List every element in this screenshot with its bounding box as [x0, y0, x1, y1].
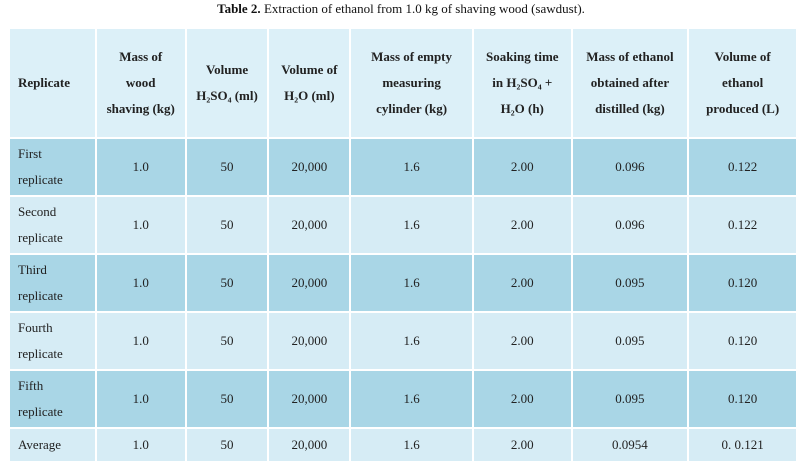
table-cell: 0.095 — [570, 311, 690, 371]
header-cell: Mass of ethanol obtained after distilled… — [570, 27, 690, 139]
table-cell: 50 — [184, 427, 270, 463]
table-cell: 2.00 — [471, 253, 573, 313]
table-cell: 1.6 — [349, 369, 474, 429]
header-cell: Volume of H₂O (ml) — [267, 27, 352, 139]
table-row: Fourth replicate 1.0 50 20,000 1.6 2.00 0.095 0… — [8, 311, 798, 371]
table-cell: 2.00 — [471, 427, 573, 463]
table-cell: 0.122 — [687, 137, 798, 197]
table-cell: 0.096 — [570, 195, 690, 255]
table-cell: 20,000 — [267, 369, 352, 429]
table-cell: 1.6 — [349, 427, 474, 463]
header-row: Replicate Mass of wood shaving (kg) Volume… — [8, 27, 798, 139]
table-cell: 0.0954 — [570, 427, 690, 463]
table-cell: 20,000 — [267, 137, 352, 197]
table-cell: 20,000 — [267, 427, 352, 463]
table-cell: 1.0 — [94, 253, 187, 313]
table-cell: 50 — [184, 369, 270, 429]
row-label: Second replicate — [8, 195, 97, 255]
header-cell: Volume H₂SO₄ (ml) — [184, 27, 270, 139]
data-table: Replicate Mass of wood shaving (kg) Volume… — [8, 27, 798, 463]
row-label: Fifth replicate — [8, 369, 97, 429]
table-cell: 1.6 — [349, 195, 474, 255]
row-label: Average — [8, 427, 97, 463]
table-cell: 20,000 — [267, 253, 352, 313]
table-cell: 1.6 — [349, 311, 474, 371]
table-cell: 20,000 — [267, 311, 352, 371]
table-cell: 0.122 — [687, 195, 798, 255]
table-cell: 0.095 — [570, 253, 690, 313]
table-cell: 50 — [184, 311, 270, 371]
row-label: First replicate — [8, 137, 97, 197]
header-cell: Mass of empty measuring cylinder (kg) — [349, 27, 474, 139]
table-cell: 1.6 — [349, 253, 474, 313]
table-cell: 0.120 — [687, 369, 798, 429]
header-cell: Volume of ethanol produced (L) — [687, 27, 798, 139]
table-row: First replicate 1.0 50 20,000 1.6 2.00 0.096 0.… — [8, 137, 798, 197]
table-cell: 2.00 — [471, 369, 573, 429]
table-cell: 2.00 — [471, 195, 573, 255]
table-cell: 2.00 — [471, 137, 573, 197]
caption: Table 2. Extraction of ethanol from 1.0 … — [0, 1, 802, 17]
row-label: Third replicate — [8, 253, 97, 313]
row-label: Fourth replicate — [8, 311, 97, 371]
table-cell: 1.0 — [94, 195, 187, 255]
table-cell: 50 — [184, 195, 270, 255]
table-cell: 1.0 — [94, 369, 187, 429]
header-cell: Soaking time in H₂SO₄ + H₂O (h) — [471, 27, 573, 139]
caption-text: Extraction of ethanol from 1.0 kg of sha… — [263, 1, 585, 16]
table-row: Average 1.0 50 20,000 1.6 2.00 0.0954 0. 0.121 — [8, 427, 798, 463]
table-cell: 0.120 — [687, 311, 798, 371]
table-cell: 1.0 — [94, 137, 187, 197]
table-cell: 50 — [184, 253, 270, 313]
table-cell: 1.6 — [349, 137, 474, 197]
caption-label: Table 2. — [217, 1, 261, 16]
table-cell: 50 — [184, 137, 270, 197]
header-cell: Mass of wood shaving (kg) — [94, 27, 187, 139]
table-cell: 20,000 — [267, 195, 352, 255]
table-cell: 0.095 — [570, 369, 690, 429]
table-cell: 0.120 — [687, 253, 798, 313]
table-cell: 2.00 — [471, 311, 573, 371]
table-row: Third replicate 1.0 50 20,000 1.6 2.00 0.095 0.… — [8, 253, 798, 313]
table-row: Fifth replicate 1.0 50 20,000 1.6 2.00 0.095 0.… — [8, 369, 798, 429]
table-cell: 1.0 — [94, 427, 187, 463]
header-cell: Replicate — [8, 27, 97, 139]
table-cell: 1.0 — [94, 311, 187, 371]
table-cell: 0.096 — [570, 137, 690, 197]
table-row: Second replicate 1.0 50 20,000 1.6 2.00 0.096 0… — [8, 195, 798, 255]
table-cell: 0. 0.121 — [687, 427, 798, 463]
